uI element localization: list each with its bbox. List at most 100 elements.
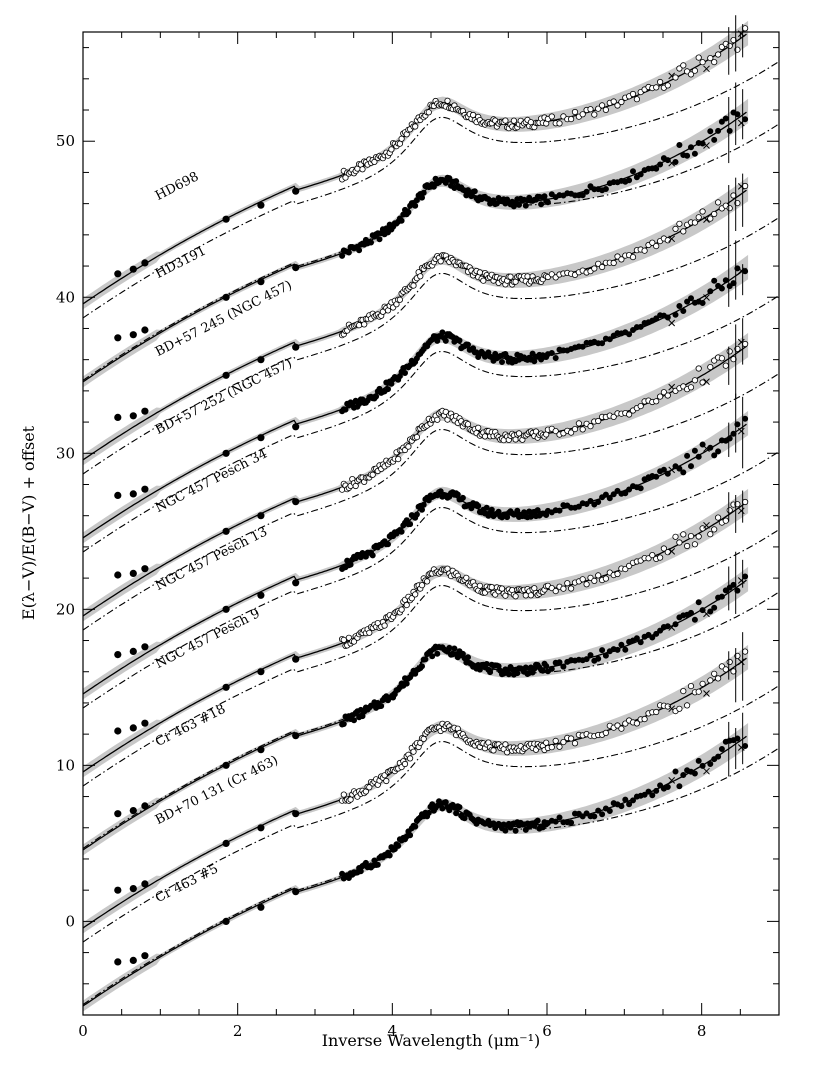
uv-point-ngc-457-pesch-13 [384,541,391,548]
ir-point-bd-70-131-cr-463 [222,839,230,848]
uv-point-hd698 [672,74,679,81]
uv-point-bd-70-131-cr-463 [614,722,621,729]
uv-point-hd3191 [664,157,671,164]
ir-point-bd-57-252-ngc-457 [292,423,300,431]
ir-point-ngc-457-pesch-34 [129,569,137,578]
reference-curve-bd-70-131-cr-463 [82,685,780,943]
ir-point-hd698 [222,215,230,223]
uv-point-bd-57-245-ngc-457 [711,210,718,218]
uv-point-hd3191 [688,144,695,151]
uv-point-cr-463-18 [672,621,679,628]
uv-point-bd-70-131-cr-463 [687,682,695,690]
uv-point-cr-463-18 [451,645,458,652]
cross-stroke [668,548,676,555]
uv-point-ngc-457-pesch-34 [741,340,749,348]
uv-point-hd3191 [376,236,383,243]
x-tick-label: 4 [388,1022,398,1040]
uv-point-ngc-457-pesch-9 [463,574,470,581]
uv-point-cr-463-5 [579,813,586,820]
uv-point-bd-57-245-ngc-457 [595,260,602,267]
uv-point-hd698 [548,113,555,120]
uv-point-ngc-457-pesch-9 [676,539,683,546]
ir-point-ngc-457-pesch-9 [114,727,122,735]
uv-point-cr-463-5 [439,805,446,812]
ir-point-bd-70-131-cr-463 [257,824,265,832]
uv-point-cr-463-5 [695,757,702,764]
uv-point-cr-463-5 [672,768,679,775]
uv-point-hd3191 [339,252,346,259]
uv-point-bd-57-252-ngc-457 [373,393,380,400]
uv-point-bd-70-131-cr-463 [741,648,749,655]
uv-point-cr-463-5 [649,792,656,799]
x-tick-label: 6 [542,1022,552,1040]
uv-point-bd-70-131-cr-463 [664,703,671,710]
uv-point-ngc-457-pesch-9 [552,587,559,595]
uv-point-cr-463-5 [502,827,509,834]
uv-point-cr-463-5 [456,804,463,811]
cross-point-bd-57-252-ngc-457 [703,294,710,301]
uv-point-ngc-457-pesch-34 [575,420,583,427]
uv-point-ngc-457-pesch-13 [514,507,521,514]
ir-point-bd-57-252-ngc-457 [257,434,265,442]
uv-point-ngc-457-pesch-34 [512,436,519,443]
uv-point-cr-463-5 [622,796,629,803]
uv-point-hd698 [629,90,637,98]
uv-point-hd698 [444,97,451,104]
uv-point-cr-463-18 [556,659,563,666]
uv-point-cr-463-5 [461,815,468,822]
uv-point-cr-463-5 [591,813,598,820]
uv-point-ngc-457-pesch-13 [691,447,698,454]
uv-point-bd-57-252-ngc-457 [680,307,687,314]
cross-stroke [737,658,745,666]
cross-stroke [703,294,710,301]
uv-point-hd3191 [691,150,698,157]
uv-point-cr-463-5 [645,788,652,795]
uv-point-cr-463-18 [403,680,410,687]
uv-point-ngc-457-pesch-34 [587,423,594,430]
uv-point-bd-70-131-cr-463 [406,755,414,762]
uv-point-bd-70-131-cr-463 [543,739,550,746]
uv-point-cr-463-5 [618,803,625,810]
uv-point-bd-70-131-cr-463 [695,688,702,695]
uv-point-ngc-457-pesch-9 [699,525,706,532]
uv-point-bd-70-131-cr-463 [730,668,737,675]
cross-stroke [737,267,745,275]
uv-point-bd-57-252-ngc-457 [688,295,695,302]
ir-point-bd-70-131-cr-463 [129,885,137,893]
uv-point-hd3191 [345,249,352,256]
uv-point-bd-57-245-ngc-457 [691,219,699,226]
uv-point-cr-463-5 [715,753,722,760]
y-tick-label: 10 [56,756,75,774]
reference-curve-ngc-457-pesch-34 [82,373,780,631]
ir-point-ngc-457-pesch-9 [292,655,300,663]
uv-point-ngc-457-pesch-13 [534,507,541,514]
cross-point-bd-70-131-cr-463 [703,690,710,697]
uv-point-cr-463-5 [534,817,541,824]
cross-stroke [703,521,710,529]
uv-point-ngc-457-pesch-9 [476,582,483,589]
uv-point-ngc-457-pesch-9 [527,592,535,599]
cross-stroke [668,705,676,713]
uv-point-bd-57-245-ngc-457 [618,256,625,263]
cross-point-ngc-457-pesch-9 [703,521,710,529]
uv-point-bd-57-252-ngc-457 [401,369,408,376]
uv-point-ngc-457-pesch-9 [412,591,419,598]
uv-point-hd3191 [453,178,460,185]
uv-point-hd3191 [418,194,425,201]
uv-point-cr-463-18 [664,623,671,630]
uv-point-bd-57-252-ngc-457 [684,298,691,305]
uv-point-ngc-457-pesch-13 [398,528,405,535]
uv-point-cr-463-5 [412,823,419,830]
uv-point-ngc-457-pesch-13 [575,503,582,510]
cross-point-hd698 [703,65,710,73]
uv-point-hd698 [691,67,699,74]
cross-stroke [703,65,710,73]
uv-point-bd-70-131-cr-463 [410,748,417,755]
uv-point-cr-463-18 [657,627,664,634]
uv-point-cr-463-18 [618,641,625,648]
ir-point-bd-57-252-ngc-457 [129,490,137,498]
uv-point-cr-463-5 [425,809,432,816]
cross-stroke [737,507,745,515]
uv-point-cr-463-18 [707,608,714,615]
uv-point-hd3191 [711,136,718,143]
